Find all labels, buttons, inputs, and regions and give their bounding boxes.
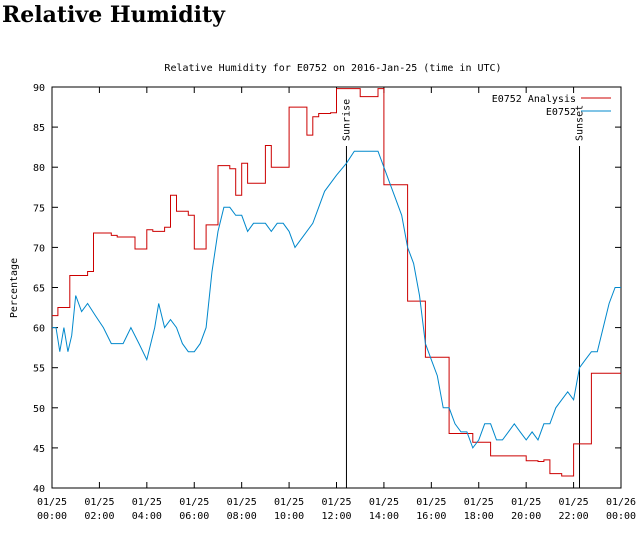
legend-label-1: E0752: [546, 107, 576, 118]
series-line-1: [52, 150, 621, 449]
y-tick-label: 80: [33, 163, 45, 174]
plot-frame: [51, 86, 622, 489]
x-tick-time-label: 00:00: [606, 511, 636, 522]
x-tick-time-label: 00:00: [37, 511, 67, 522]
x-tick-time-label: 04:00: [132, 511, 162, 522]
x-tick-time-label: 06:00: [179, 511, 209, 522]
x-tick-date-label: 01/25: [321, 497, 351, 508]
x-tick-date-label: 01/25: [369, 497, 399, 508]
page-title: Relative Humidity: [2, 2, 225, 28]
y-tick-label: 45: [33, 444, 45, 455]
x-tick-time-label: 16:00: [416, 511, 446, 522]
y-tick-label: 40: [33, 484, 45, 495]
y-tick-label: 60: [33, 324, 45, 335]
x-tick-date-label: 01/25: [559, 497, 589, 508]
annotation-label-sunrise: Sunrise: [341, 99, 352, 141]
x-tick-date-label: 01/25: [84, 497, 114, 508]
x-tick-time-label: 22:00: [559, 511, 589, 522]
chart-title: Relative Humidity for E0752 on 2016-Jan-…: [164, 63, 501, 74]
annotation-label-sunset: Sunset: [575, 105, 586, 141]
series-line-0: [52, 88, 621, 477]
y-axis-label: Percentage: [9, 258, 20, 318]
x-tick-date-label: 01/25: [179, 497, 209, 508]
y-tick-label: 75: [33, 203, 45, 214]
x-tick-time-label: 14:00: [369, 511, 399, 522]
x-tick-date-label: 01/25: [464, 497, 494, 508]
x-tick-time-label: 20:00: [511, 511, 541, 522]
x-tick-date-label: 01/25: [274, 497, 304, 508]
y-tick-label: 70: [33, 243, 45, 254]
y-tick-label: 85: [33, 123, 45, 134]
y-tick-label: 55: [33, 364, 45, 375]
x-tick-time-label: 08:00: [227, 511, 257, 522]
x-tick-time-label: 02:00: [84, 511, 114, 522]
y-tick-label: 50: [33, 404, 45, 415]
y-tick-label: 65: [33, 284, 45, 295]
x-tick-time-label: 12:00: [321, 511, 351, 522]
x-tick-time-label: 10:00: [274, 511, 304, 522]
legend-label-0: E0752 Analysis: [492, 94, 576, 105]
x-tick-date-label: 01/26: [606, 497, 636, 508]
x-tick-date-label: 01/25: [511, 497, 541, 508]
x-tick-date-label: 01/25: [37, 497, 67, 508]
x-tick-date-label: 01/25: [416, 497, 446, 508]
x-tick-time-label: 18:00: [464, 511, 494, 522]
y-tick-label: 90: [33, 83, 45, 94]
x-tick-date-label: 01/25: [132, 497, 162, 508]
x-tick-date-label: 01/25: [227, 497, 257, 508]
